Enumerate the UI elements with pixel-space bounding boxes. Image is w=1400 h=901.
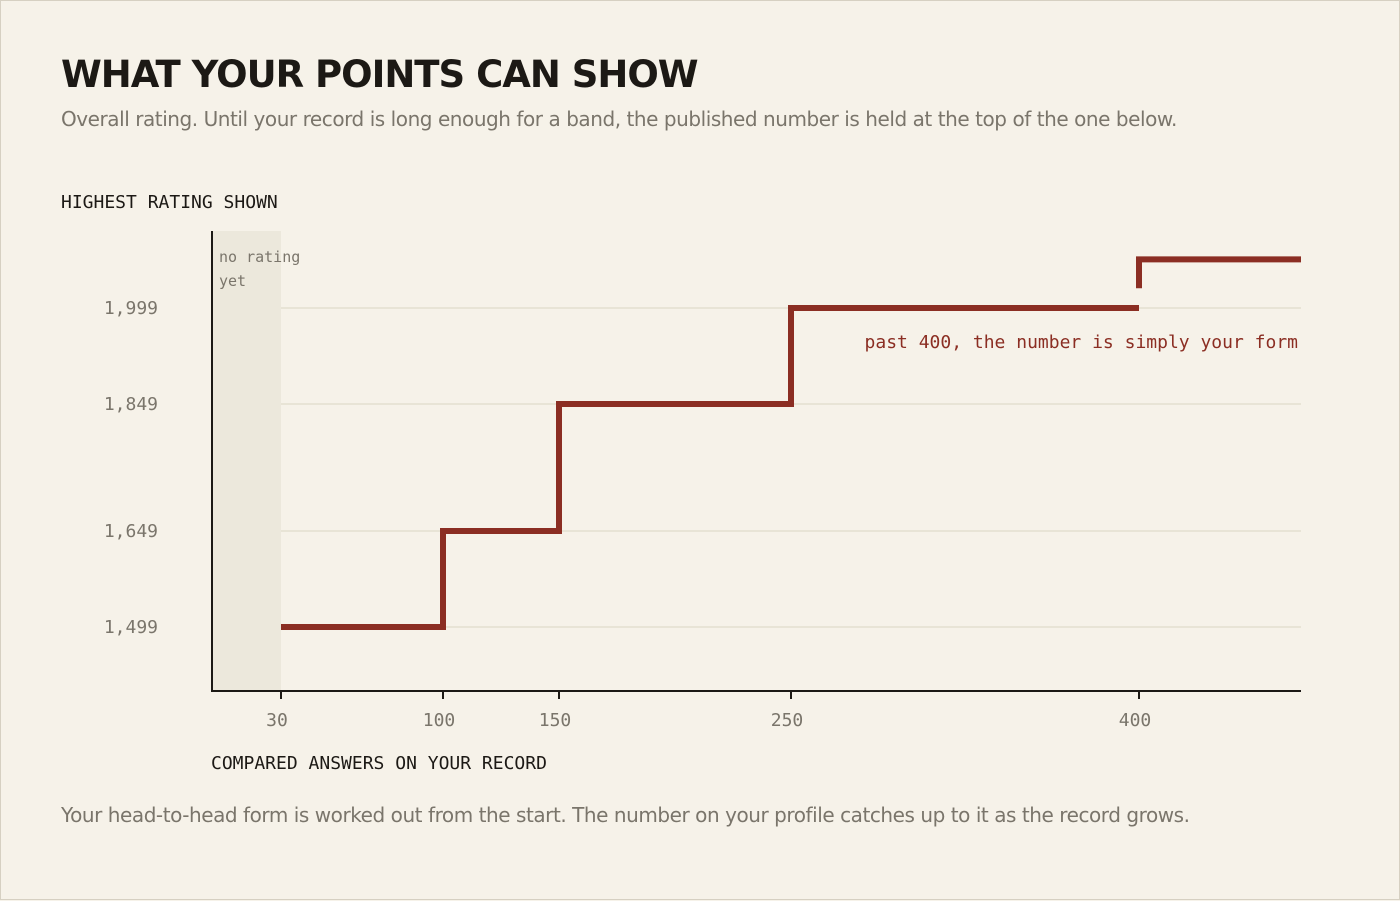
x-axis-title: COMPARED ANSWERS ON YOUR RECORD	[211, 753, 547, 774]
no-rating-label: no rating	[219, 248, 300, 266]
y-tick-label: 1,849	[104, 394, 158, 415]
y-tick-label: 1,649	[104, 521, 158, 542]
no-rating-label-line2: yet	[219, 272, 246, 290]
footnote: Your head-to-head form is worked out fro…	[61, 803, 1190, 827]
y-axis-title: HIGHEST RATING SHOWN	[61, 192, 278, 213]
chart-labels: 1,499 1,649 1,849 1,999 30 100 150 250 400 HIGHES…	[61, 192, 1298, 774]
page-title: WHAT YOUR POINTS CAN SHOW	[61, 53, 699, 96]
y-tick-label: 1,999	[104, 298, 158, 319]
x-tick-label: 400	[1119, 710, 1152, 731]
no-rating-region: no rating yet	[212, 231, 300, 691]
x-tick-label: 100	[423, 710, 456, 731]
axes	[211, 231, 1301, 699]
no-rating-shade	[212, 231, 281, 691]
series-lines	[281, 256, 1301, 630]
annotation-text: past 400, the number is simply your form	[865, 332, 1298, 353]
y-tick-label: 1,499	[104, 617, 158, 638]
x-tick-label: 150	[539, 710, 572, 731]
series-line-2	[1136, 256, 1301, 289]
page-subtitle: Overall rating. Until your record is lon…	[61, 107, 1177, 131]
series-line-1	[281, 305, 1139, 630]
x-tick-label: 30	[266, 710, 288, 731]
x-tick-label: 250	[771, 710, 804, 731]
